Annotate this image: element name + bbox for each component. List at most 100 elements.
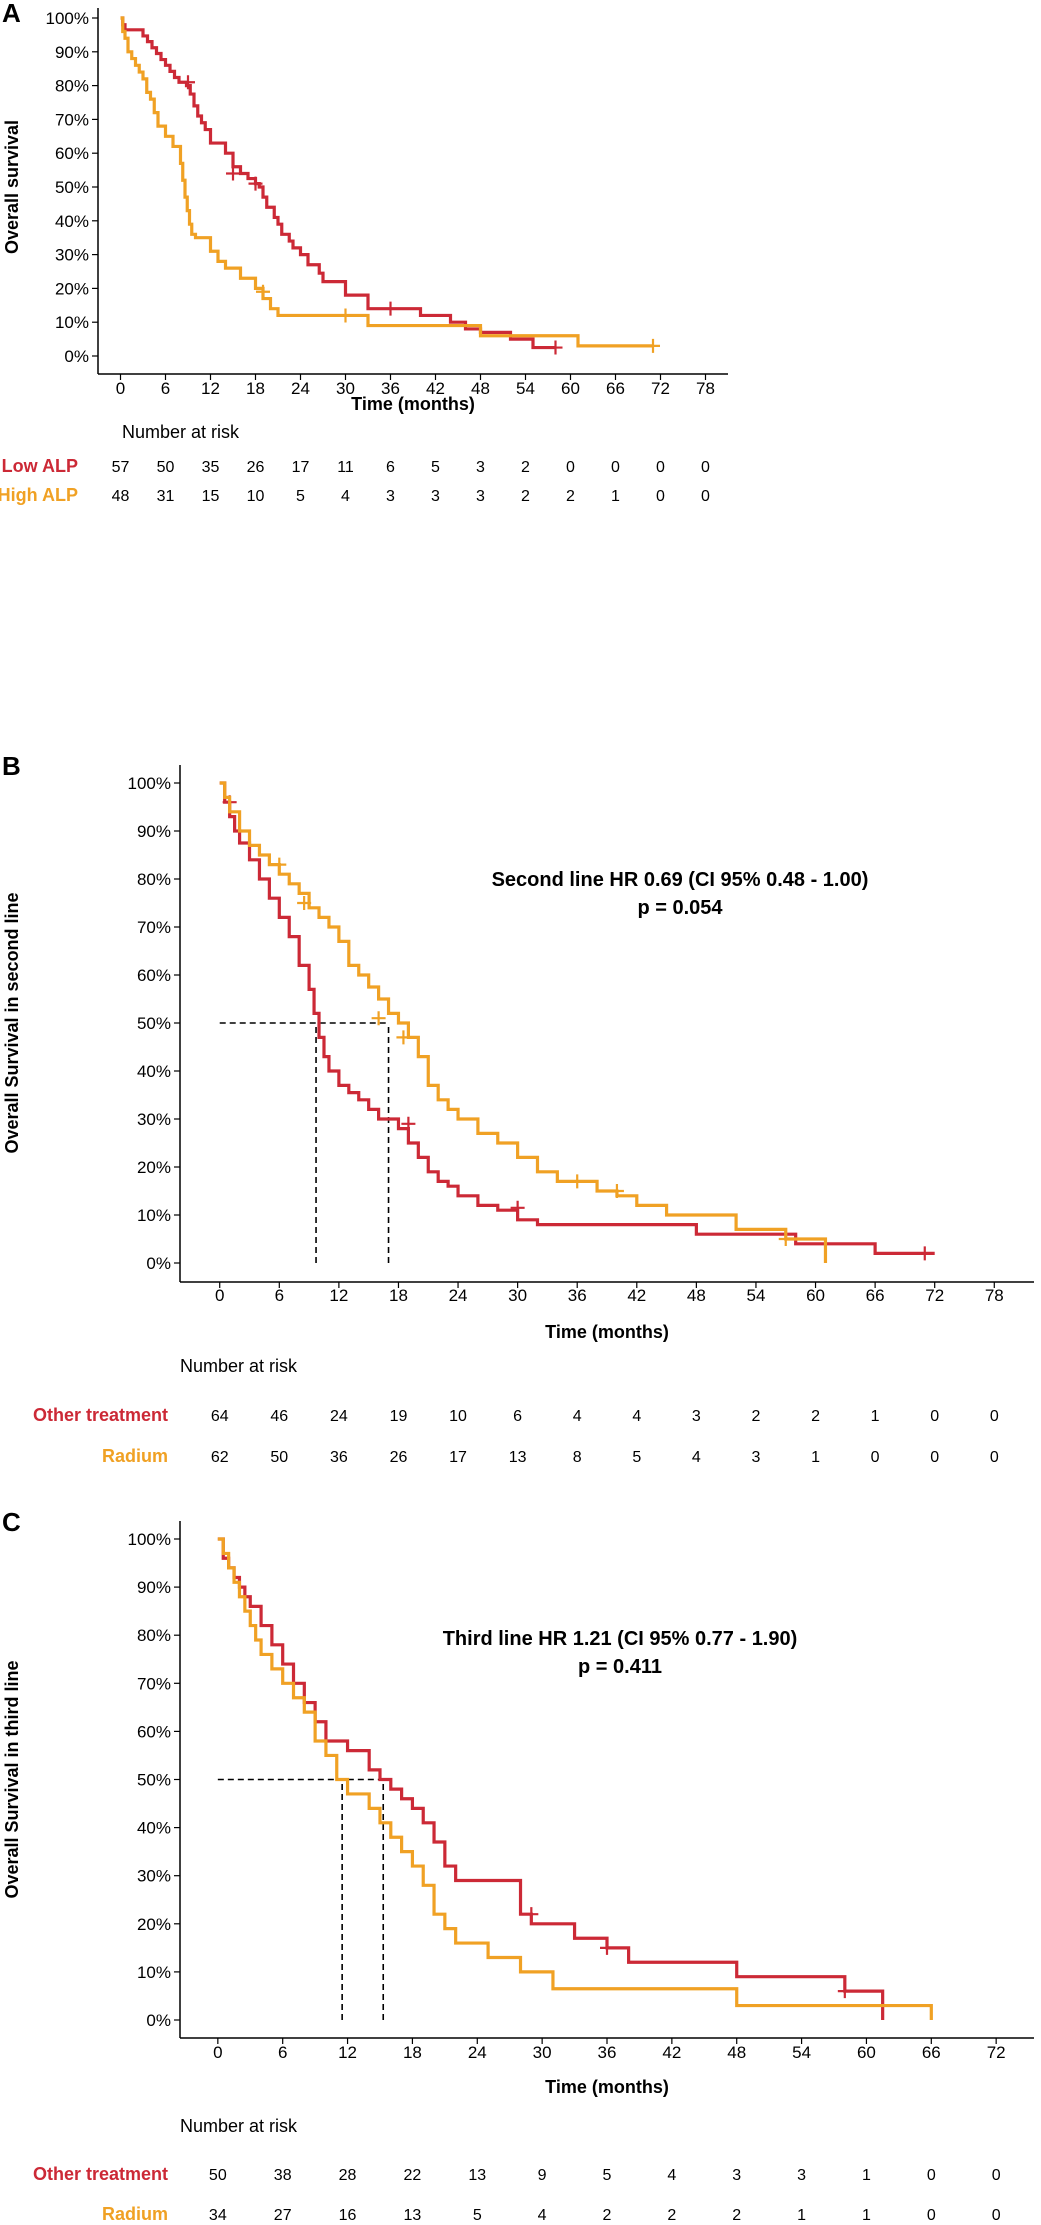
y-tick-label: 60% bbox=[55, 144, 89, 163]
risk-count: 46 bbox=[270, 1408, 288, 1425]
hr-annotation-line: Second line HR 0.69 (CI 95% 0.48 - 1.00) bbox=[492, 869, 869, 891]
x-tick-label: 0 bbox=[215, 1286, 224, 1305]
hr-annotation-line: Third line HR 1.21 (CI 95% 0.77 - 1.90) bbox=[443, 1628, 798, 1650]
y-tick-label: 30% bbox=[137, 1110, 171, 1129]
x-tick-label: 30 bbox=[336, 379, 355, 398]
panel-b: B0%10%20%30%40%50%60%70%80%90%100%0 6 12 18… bbox=[2, 751, 1034, 1466]
risk-count: 0 bbox=[656, 459, 665, 476]
risk-count: 26 bbox=[390, 1449, 408, 1466]
y-tick-label: 90% bbox=[137, 1578, 171, 1597]
x-tick-label: 24 bbox=[468, 2043, 487, 2062]
x-tick-label: 18 bbox=[403, 2043, 422, 2062]
risk-count: 0 bbox=[656, 488, 665, 505]
risk-count: 4 bbox=[538, 2207, 547, 2224]
censor-mark bbox=[609, 1184, 624, 1198]
risk-count: 17 bbox=[292, 459, 310, 476]
x-tick-label: 60 bbox=[857, 2043, 876, 2062]
risk-count: 0 bbox=[990, 1408, 999, 1425]
censor-mark bbox=[396, 1030, 411, 1045]
x-tick-label: 48 bbox=[471, 379, 490, 398]
risk-count: 0 bbox=[930, 1449, 939, 1466]
risk-count: 0 bbox=[566, 459, 575, 476]
x-tick-label: 12 bbox=[329, 1286, 348, 1305]
y-tick-label: 30% bbox=[137, 1867, 171, 1886]
risk-count: 2 bbox=[752, 1408, 761, 1425]
censor-mark bbox=[338, 308, 353, 323]
risk-count: 9 bbox=[538, 2167, 547, 2184]
risk-count: 50 bbox=[209, 2167, 227, 2184]
y-axis-title: Overall Survival in third line bbox=[2, 1660, 22, 1898]
risk-count: 1 bbox=[797, 2207, 806, 2224]
censor-mark bbox=[181, 75, 195, 90]
risk-count: 13 bbox=[509, 1449, 527, 1466]
risk-count: 27 bbox=[274, 2207, 292, 2224]
y-tick-label: 20% bbox=[137, 1158, 171, 1177]
risk-count: 0 bbox=[927, 2167, 936, 2184]
risk-count: 15 bbox=[202, 488, 220, 505]
panel-letter: B bbox=[2, 751, 21, 781]
y-tick-label: 60% bbox=[137, 966, 171, 985]
y-tick-label: 30% bbox=[55, 246, 89, 265]
risk-count: 0 bbox=[701, 488, 710, 505]
x-tick-label: 6 bbox=[275, 1286, 284, 1305]
panel-letter: C bbox=[2, 1507, 21, 1537]
y-tick-label: 40% bbox=[137, 1062, 171, 1081]
y-tick-label: 70% bbox=[137, 1674, 171, 1693]
risk-count: 8 bbox=[573, 1449, 582, 1466]
risk-count: 4 bbox=[632, 1408, 641, 1425]
censor-mark bbox=[524, 1907, 539, 1922]
risk-count: 10 bbox=[449, 1408, 467, 1425]
risk-count: 6 bbox=[513, 1408, 522, 1425]
risk-count: 2 bbox=[667, 2207, 676, 2224]
panel-a: A0%10%20%30%40%50%60%70%80%90%100%0 6 12 18… bbox=[0, 0, 728, 505]
x-tick-label: 54 bbox=[792, 2043, 811, 2062]
y-tick-label: 0% bbox=[64, 347, 89, 366]
risk-count: 34 bbox=[209, 2207, 227, 2224]
y-tick-label: 60% bbox=[137, 1722, 171, 1741]
censor-mark bbox=[272, 857, 287, 872]
x-tick-label: 24 bbox=[449, 1286, 468, 1305]
y-tick-label: 50% bbox=[137, 1771, 171, 1790]
y-tick-label: 10% bbox=[137, 1206, 171, 1225]
x-tick-label: 42 bbox=[426, 379, 445, 398]
risk-count: 3 bbox=[431, 488, 440, 505]
risk-count: 10 bbox=[247, 488, 265, 505]
y-tick-label: 10% bbox=[137, 1963, 171, 1982]
risk-count: 38 bbox=[274, 2167, 292, 2184]
x-tick-label: 6 bbox=[161, 379, 170, 398]
x-tick-label: 54 bbox=[516, 379, 535, 398]
x-tick-label: 72 bbox=[987, 2043, 1006, 2062]
x-tick-label: 60 bbox=[561, 379, 580, 398]
risk-count: 4 bbox=[573, 1408, 582, 1425]
risk-count: 4 bbox=[667, 2167, 676, 2184]
risk-count: 31 bbox=[157, 488, 175, 505]
risk-count: 50 bbox=[157, 459, 175, 476]
censor-mark bbox=[646, 338, 660, 353]
risk-count: 1 bbox=[862, 2207, 871, 2224]
y-axis-title: Overall Survival in second line bbox=[2, 892, 22, 1153]
risk-count: 5 bbox=[296, 488, 305, 505]
censor-mark bbox=[778, 1232, 793, 1246]
censor-mark bbox=[570, 1174, 585, 1189]
risk-count: 4 bbox=[341, 488, 350, 505]
censor-mark bbox=[917, 1246, 932, 1261]
risk-count: 62 bbox=[211, 1449, 229, 1466]
risk-count: 5 bbox=[603, 2167, 612, 2184]
risk-count: 26 bbox=[247, 459, 265, 476]
x-tick-label: 24 bbox=[291, 379, 310, 398]
y-tick-label: 100% bbox=[46, 9, 89, 28]
risk-count: 5 bbox=[431, 459, 440, 476]
risk-count: 3 bbox=[692, 1408, 701, 1425]
risk-count: 1 bbox=[811, 1449, 820, 1466]
y-tick-label: 10% bbox=[55, 313, 89, 332]
risk-count: 2 bbox=[811, 1408, 820, 1425]
risk-count: 1 bbox=[611, 488, 620, 505]
risk-count: 0 bbox=[701, 459, 710, 476]
risk-count: 50 bbox=[270, 1449, 288, 1466]
x-tick-label: 18 bbox=[246, 379, 265, 398]
x-tick-label: 60 bbox=[806, 1286, 825, 1305]
y-tick-label: 40% bbox=[55, 212, 89, 231]
risk-count: 24 bbox=[330, 1408, 348, 1425]
x-tick-label: 12 bbox=[201, 379, 220, 398]
censor-mark bbox=[401, 1116, 416, 1131]
